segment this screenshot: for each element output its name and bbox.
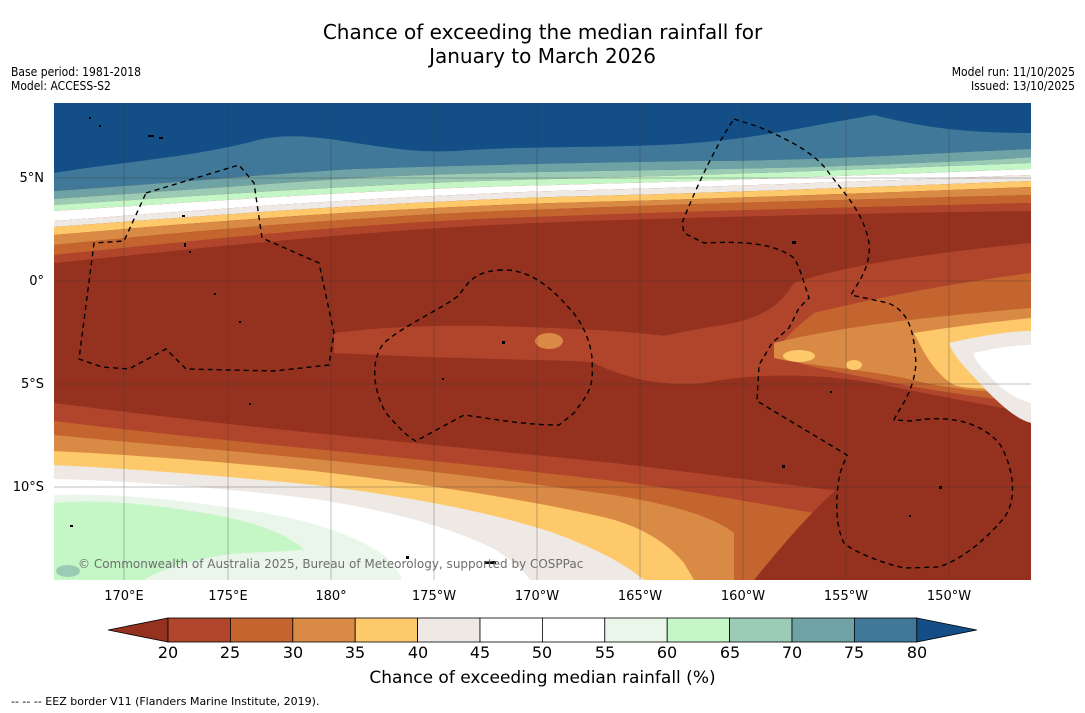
zone-white-n <box>54 169 1031 221</box>
colorbar-tick-20: 20 <box>157 643 179 662</box>
colorbar-segment <box>791 617 855 643</box>
lon-label-180: 180° <box>315 589 347 604</box>
zone-moddry-n <box>54 195 1031 255</box>
colorbar-segment <box>666 617 731 643</box>
colorbar-segment <box>167 617 231 643</box>
colorbar-segment <box>854 617 918 643</box>
zone-white-east <box>974 345 1031 403</box>
lon-label-170w: 170°W <box>514 589 560 604</box>
lat-label-5s: 5°S <box>20 377 44 392</box>
zone-green-n <box>54 163 1031 211</box>
colorbar-tick-65: 65 <box>719 643 741 662</box>
colorbar-segment <box>354 617 418 643</box>
colorbar-title: Chance of exceeding median rainfall (%) <box>369 668 716 688</box>
meta-left: Base period: 1981-2018 Model: ACCESS-S2 <box>11 65 141 93</box>
colorbar-tick-50: 50 <box>531 643 553 662</box>
zone-dry-n <box>54 203 1031 263</box>
zone-lightdry-spot <box>535 333 563 349</box>
lon-label-165w: 165°W <box>617 589 663 604</box>
lon-label-175w: 175°W <box>411 589 457 604</box>
gridlines <box>54 103 1031 580</box>
colorbar-tick-30: 30 <box>282 643 304 662</box>
zone-amber-spot <box>783 350 815 362</box>
model-run: Model run: 11/10/2025 <box>951 65 1075 79</box>
colorbar-segment <box>541 617 606 643</box>
colorbar-segment <box>230 617 294 643</box>
zone-teal-patch <box>56 565 80 577</box>
lat-label-10s: 10°S <box>12 480 44 495</box>
title-line-1: Chance of exceeding the median rainfall … <box>322 20 763 44</box>
eez-kiribati-phoenix <box>374 269 593 442</box>
zone-blue-grey <box>54 115 1031 191</box>
colorbar-arrow-low <box>108 617 169 643</box>
meta-right: Model run: 11/10/2025 Issued: 13/10/2025 <box>952 65 1075 93</box>
zone-amber-n <box>54 181 1031 235</box>
islands <box>70 117 942 564</box>
lat-label-5n: 5°N <box>19 171 45 186</box>
zone-green-s <box>54 501 304 580</box>
eez-kiribati-line <box>681 118 1014 569</box>
base-period: Base period: 1981-2018 <box>11 65 142 79</box>
colorbar-tick-60: 60 <box>656 643 678 662</box>
colorbar-tick-45: 45 <box>469 643 491 662</box>
colorbar-tick-80: 80 <box>906 643 928 662</box>
eez-legend: -- -- -- EEZ border V11 (Flanders Marine… <box>11 695 320 708</box>
zone-neutral-n <box>54 175 1031 227</box>
colorbar-tick-40: 40 <box>407 643 429 662</box>
zone-teallight-n <box>54 157 1031 205</box>
lon-label-160w: 160°W <box>720 589 766 604</box>
colorbar-tick-35: 35 <box>344 643 366 662</box>
lat-label-0: 0° <box>29 274 44 289</box>
zone-dry-center <box>334 325 754 373</box>
colorbar-segment <box>479 617 543 643</box>
zone-teal-n <box>54 149 1031 199</box>
eez-kiribati-gilberts <box>78 164 335 372</box>
colorbar-segment <box>292 617 356 643</box>
colorbar-segment <box>604 617 668 643</box>
lon-label-170e: 170°E <box>104 589 144 604</box>
colorbar-tick-55: 55 <box>594 643 616 662</box>
colorbar-arrow-high <box>916 617 977 643</box>
lon-label-155w: 155°W <box>823 589 869 604</box>
colorbar-segment <box>417 617 481 643</box>
colorbar-tick-70: 70 <box>781 643 803 662</box>
copyright-credit: © Commonwealth of Australia 2025, Bureau… <box>78 557 584 571</box>
eez-borders <box>78 118 1014 569</box>
model-name: Model: ACCESS-S2 <box>11 79 111 93</box>
chart-title: Chance of exceeding the median rainfall … <box>0 20 1085 68</box>
zone-green-patch <box>64 536 164 560</box>
zone-deepdry-se <box>754 453 1031 580</box>
colorbar-segment <box>729 617 793 643</box>
colorbar-tick-75: 75 <box>843 643 865 662</box>
issued-date: Issued: 13/10/2025 <box>970 79 1075 93</box>
lon-label-175e: 175°E <box>208 589 248 604</box>
zone-amber-spot-2 <box>846 360 862 370</box>
title-line-2: January to March 2026 <box>429 44 656 68</box>
lon-label-150w: 150°W <box>926 589 972 604</box>
colorbar-tick-25: 25 <box>219 643 241 662</box>
colorbar <box>108 617 977 643</box>
rainfall-map <box>54 103 1031 580</box>
zone-lightdry-n <box>54 187 1031 245</box>
